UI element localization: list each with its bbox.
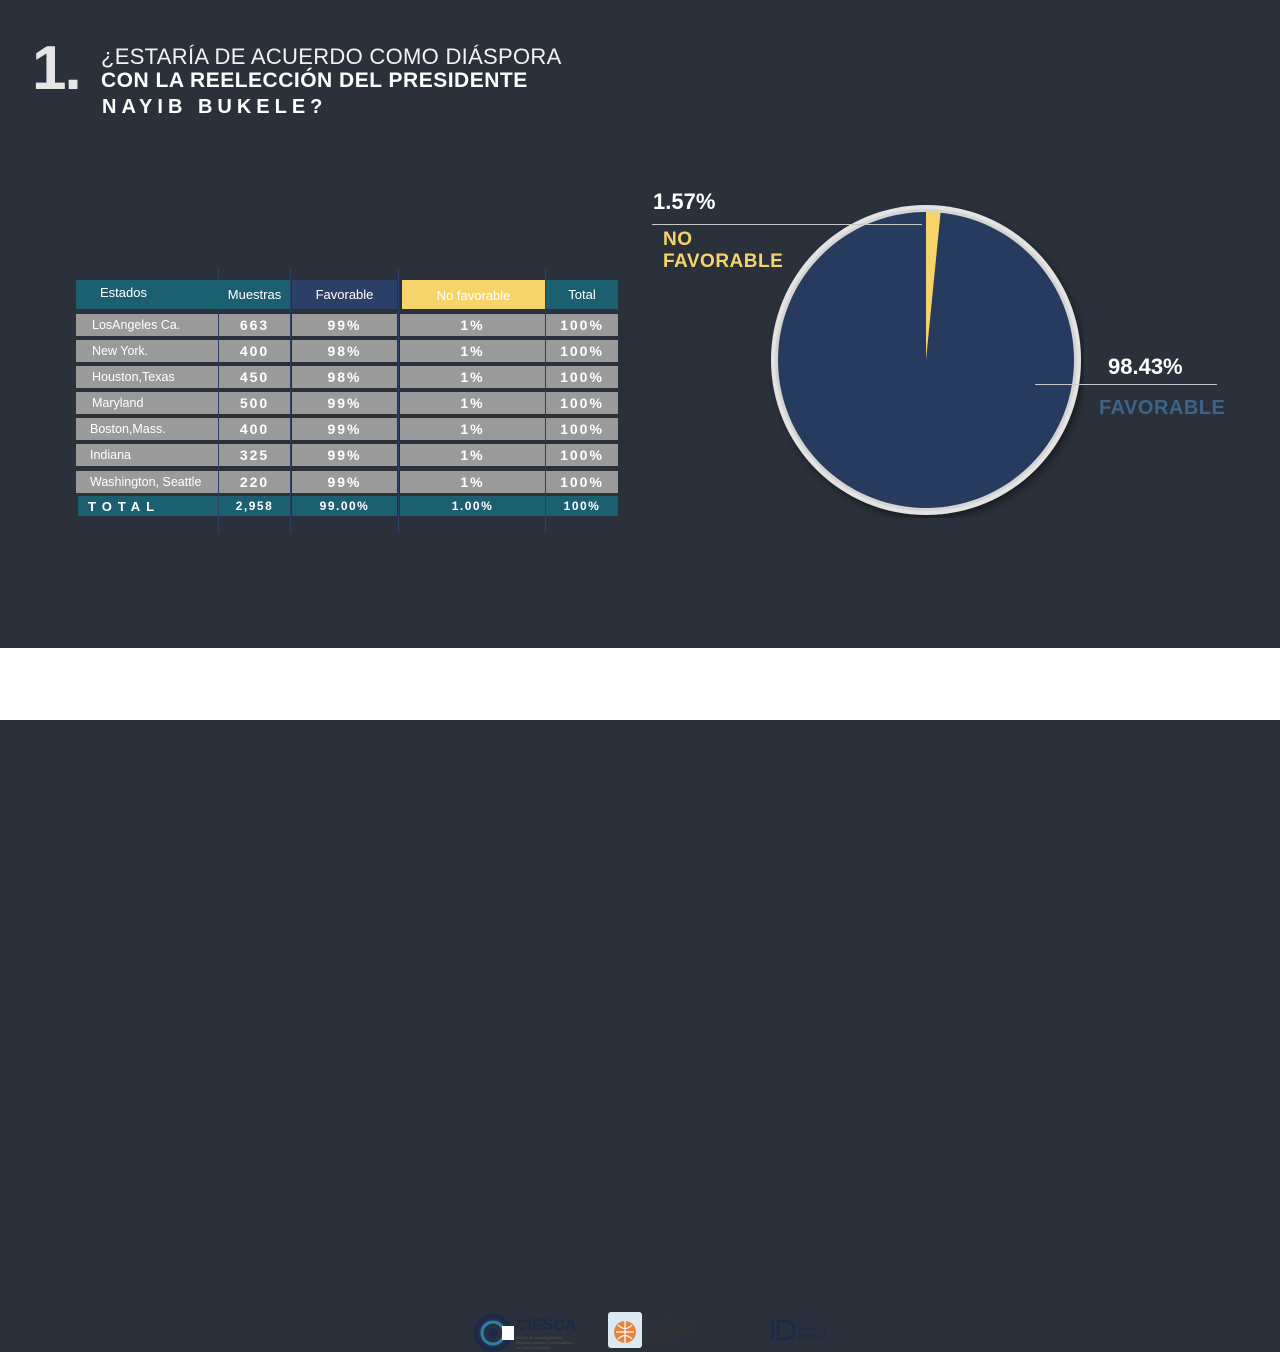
pie-chart xyxy=(768,202,1084,518)
table-column-divider xyxy=(545,268,546,533)
table-cell-value: 100% xyxy=(546,314,618,336)
table-cell-value: 1% xyxy=(400,471,545,493)
question-number: 1. xyxy=(32,34,82,103)
table-header-no-favorable: No favorable xyxy=(402,280,545,309)
slide-body: 1. ¿ESTARÍA DE ACUERDO COMO DIÁSPORA CON… xyxy=(0,0,1280,648)
table-cell-value: 1% xyxy=(400,366,545,388)
pie-slice-favorable xyxy=(778,212,1074,509)
table-cell-value: 100% xyxy=(546,444,618,466)
table-cell-value: 400 xyxy=(219,340,290,362)
table-header-estados: Estados xyxy=(76,280,219,309)
table-cell-value: 500 xyxy=(219,392,290,414)
red-mundial-logo: Red Mundial de Jóvenes Políticos xyxy=(608,1310,698,1350)
footer-logos: CIESCA Centro de Investigaciones Estudio… xyxy=(0,648,1280,1352)
table-cell-value: 100% xyxy=(546,392,618,414)
table-cell-state: Boston,Mass. xyxy=(76,418,218,440)
no-favorable-label-word: FAVORABLE xyxy=(663,251,784,272)
table-cell-state: LosAngeles Ca. xyxy=(76,314,218,336)
red-mundial-line-3: Políticos xyxy=(644,1333,682,1344)
table-header-favorable: Favorable xyxy=(292,280,397,309)
table-header-total: Total xyxy=(546,280,618,309)
table-cell-state: Indiana xyxy=(76,444,218,466)
table-total-cell: 1.00% xyxy=(400,496,545,516)
no-favorable-label-word: NO xyxy=(663,229,693,250)
table-cell-value: 1% xyxy=(400,418,545,440)
table-cell-value: 1% xyxy=(400,314,545,336)
table-total-cell: 100% xyxy=(546,496,618,516)
globe-icon xyxy=(608,1312,642,1348)
table-cell-value: 99% xyxy=(292,418,397,440)
table-cell-value: 663 xyxy=(219,314,290,336)
question-line-2: CON LA REELECCIÓN DEL PRESIDENTE xyxy=(101,69,528,92)
table-cell-value: 99% xyxy=(292,444,397,466)
table-cell-state: Houston,Texas xyxy=(76,366,218,388)
table-cell-value: 450 xyxy=(219,366,290,388)
inteligencia-line-1: INTELI xyxy=(798,1319,823,1326)
table-header-muestras: Muestras xyxy=(219,280,290,309)
table-cell-value: 1% xyxy=(400,444,545,466)
table-cell-value: 220 xyxy=(219,471,290,493)
table-column-divider xyxy=(398,268,399,533)
red-mundial-line-2: de Jóvenes xyxy=(644,1324,694,1335)
table-cell-value: 99% xyxy=(292,471,397,493)
favorable-leader-line xyxy=(1035,384,1217,385)
by-label: BY. xyxy=(748,1324,762,1334)
question-line-3: NAYIB BUKELE? xyxy=(102,96,328,118)
pie-slice-no-favorable xyxy=(926,212,941,360)
table-cell-value: 100% xyxy=(546,340,618,362)
ciesca-name: CIESCA xyxy=(516,1316,577,1334)
id-mark-icon xyxy=(771,1319,796,1341)
table-cell-state: Maryland xyxy=(76,392,218,414)
table-cell-value: 99% xyxy=(292,314,397,336)
inteligencia-line-3: DIGITAL xyxy=(798,1333,829,1340)
table-cell-value: 1% xyxy=(400,340,545,362)
inteligencia-line-2: GENCIA xyxy=(798,1326,828,1333)
table-column-divider xyxy=(290,268,291,533)
table-cell-value: 325 xyxy=(219,444,290,466)
ciesca-logo: CIESCA Centro de Investigaciones Estudio… xyxy=(474,1314,576,1352)
no-favorable-label: NO FAVORABLE xyxy=(663,229,783,273)
question-line-1: ¿ESTARÍA DE ACUERDO COMO DIÁSPORA xyxy=(101,44,562,69)
favorable-percent: 98.43% xyxy=(1108,354,1183,379)
ciesca-emblem-icon xyxy=(474,1314,514,1352)
no-favorable-leader-line xyxy=(652,224,922,225)
table-cell-value: 1% xyxy=(400,392,545,414)
table-cell-value: 98% xyxy=(292,366,397,388)
ciesca-subtitle: Centro de Investigaciones Estudios socia… xyxy=(516,1334,573,1350)
table-cell-value: 100% xyxy=(546,366,618,388)
table-cell-state: New York. xyxy=(76,340,218,362)
no-favorable-percent: 1.57% xyxy=(653,189,716,214)
inteligencia-digital-logo: INTELI GENCIA DIGITAL xyxy=(770,1318,829,1342)
table-column-divider xyxy=(218,268,219,533)
table-cell-value: 100% xyxy=(546,418,618,440)
table-total-cell: TOTAL xyxy=(78,496,218,516)
table-cell-state: Washington, Seattle xyxy=(76,471,218,493)
table-total-cell: 2,958 xyxy=(219,496,290,516)
red-mundial-line-1: Red Mundial xyxy=(644,1315,698,1326)
table-cell-value: 400 xyxy=(219,418,290,440)
pie-chart-svg xyxy=(771,205,1081,515)
table-cell-value: 100% xyxy=(546,471,618,493)
table-cell-value: 99% xyxy=(292,392,397,414)
table-cell-value: 98% xyxy=(292,340,397,362)
table-total-cell: 99.00% xyxy=(292,496,397,516)
favorable-label: FAVORABLE xyxy=(1099,397,1226,419)
results-table: Estados Muestras Favorable No favorable Tota… xyxy=(76,268,618,533)
